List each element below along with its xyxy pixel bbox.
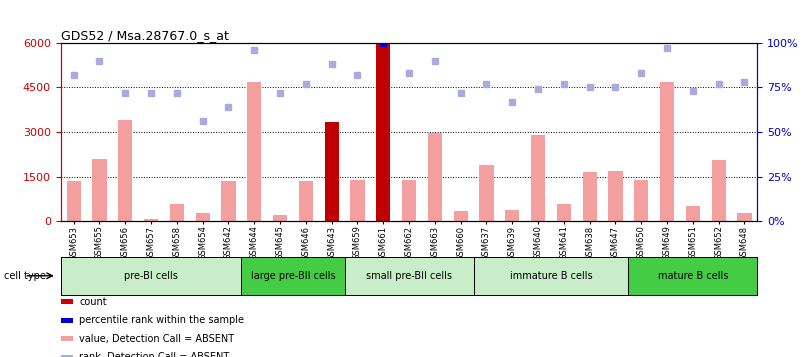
- Text: count: count: [79, 297, 107, 307]
- Bar: [66, 181, 81, 221]
- Bar: [92, 159, 107, 221]
- Text: small pre-BII cells: small pre-BII cells: [366, 271, 452, 281]
- Bar: [118, 120, 132, 221]
- Bar: [247, 81, 262, 221]
- Text: large pre-BII cells: large pre-BII cells: [250, 271, 335, 281]
- Bar: [582, 172, 597, 221]
- Bar: [428, 133, 442, 221]
- Text: immature B cells: immature B cells: [509, 271, 592, 281]
- Bar: [711, 160, 726, 221]
- Text: percentile rank within the sample: percentile rank within the sample: [79, 315, 245, 325]
- Bar: [273, 215, 287, 221]
- Bar: [376, 44, 390, 221]
- Text: pre-BI cells: pre-BI cells: [124, 271, 178, 281]
- Bar: [351, 180, 365, 221]
- Bar: [195, 213, 210, 221]
- Bar: [144, 219, 158, 221]
- Bar: [629, 257, 757, 295]
- Bar: [505, 210, 519, 221]
- Bar: [454, 211, 467, 221]
- Text: cell type: cell type: [4, 271, 46, 281]
- Bar: [61, 257, 241, 295]
- Bar: [556, 204, 571, 221]
- Bar: [737, 213, 752, 221]
- Bar: [686, 206, 700, 221]
- Bar: [480, 165, 493, 221]
- Bar: [221, 181, 236, 221]
- Bar: [325, 122, 339, 221]
- Bar: [241, 257, 344, 295]
- Bar: [634, 180, 648, 221]
- Bar: [299, 181, 313, 221]
- Bar: [660, 81, 674, 221]
- Text: mature B cells: mature B cells: [658, 271, 728, 281]
- Bar: [474, 257, 629, 295]
- Bar: [531, 135, 545, 221]
- Bar: [608, 171, 623, 221]
- Text: rank, Detection Call = ABSENT: rank, Detection Call = ABSENT: [79, 352, 229, 357]
- Text: value, Detection Call = ABSENT: value, Detection Call = ABSENT: [79, 334, 235, 344]
- Bar: [402, 180, 416, 221]
- Bar: [344, 257, 474, 295]
- Bar: [170, 204, 184, 221]
- Text: GDS52 / Msa.28767.0_s_at: GDS52 / Msa.28767.0_s_at: [61, 29, 228, 42]
